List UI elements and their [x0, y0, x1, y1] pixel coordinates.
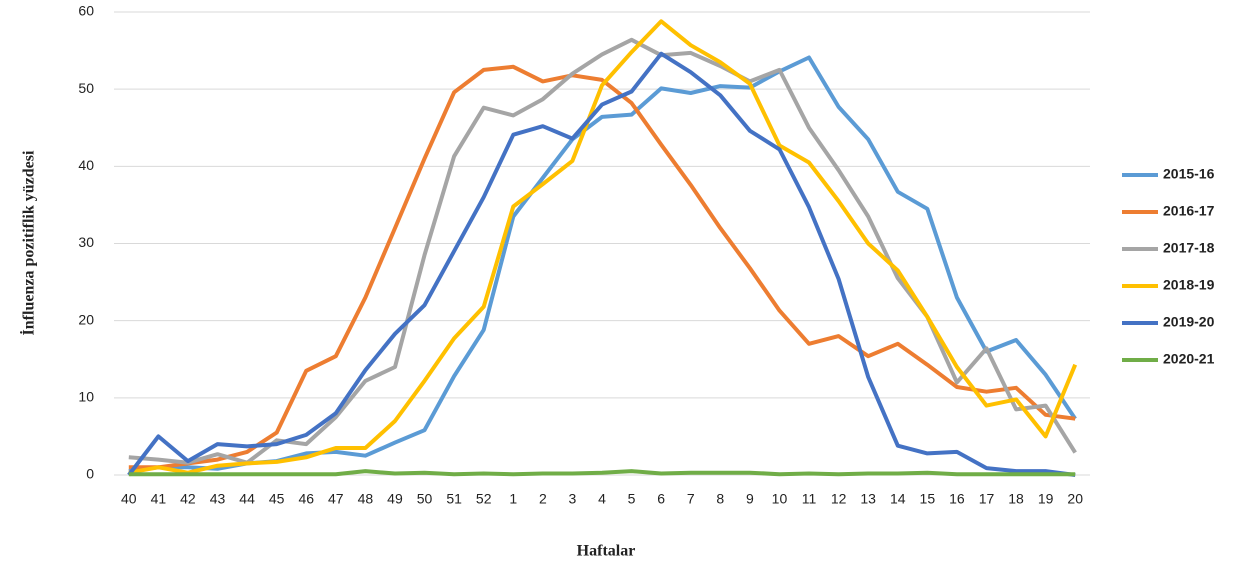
x-tick-label: 51 [446, 491, 462, 507]
legend-label: 2017-18 [1163, 240, 1215, 256]
x-tick-label: 13 [860, 491, 876, 507]
legend-label: 2019-20 [1163, 314, 1215, 330]
x-axis-label: Haftalar [577, 543, 636, 560]
x-tick-label: 15 [920, 491, 936, 507]
x-tick-label: 19 [1038, 491, 1054, 507]
x-tick-label: 41 [151, 491, 167, 507]
x-tick-label: 17 [979, 491, 995, 507]
x-tick-label: 8 [716, 491, 724, 507]
series-line [128, 19, 1078, 475]
x-tick-label: 20 [1067, 491, 1083, 507]
x-tick-label: 12 [831, 491, 847, 507]
x-tick-label: 11 [802, 491, 817, 507]
x-tick-label: 40 [121, 491, 137, 507]
x-tick-label: 42 [180, 491, 196, 507]
x-tick-label: 16 [949, 491, 965, 507]
x-tick-label: 18 [1008, 491, 1024, 507]
legend-label: 2016-17 [1163, 203, 1215, 219]
x-tick-label: 5 [628, 491, 636, 507]
y-axis-label: İnfluenza pozitiflik yüzdesi [19, 150, 38, 335]
y-tick-label: 20 [78, 311, 94, 327]
x-tick-label: 45 [269, 491, 285, 507]
series-line [128, 469, 1076, 477]
y-tick-label: 60 [78, 3, 94, 19]
x-tick-label: 2 [539, 491, 547, 507]
x-tick-label: 9 [746, 491, 754, 507]
x-tick-label: 49 [387, 491, 403, 507]
x-tick-label: 6 [657, 491, 665, 507]
x-tick-label: 46 [298, 491, 314, 507]
x-tick-label: 4 [598, 491, 606, 507]
x-tick-label: 44 [239, 491, 255, 507]
series-line [128, 64, 1076, 470]
x-tick-label: 1 [509, 491, 517, 507]
y-tick-label: 50 [78, 80, 94, 96]
x-tick-label: 50 [417, 491, 433, 507]
x-tick-label: 14 [890, 491, 906, 507]
x-tick-label: 43 [210, 491, 226, 507]
y-tick-label: 0 [86, 466, 94, 482]
x-tick-label: 48 [358, 491, 374, 507]
x-tick-label: 10 [772, 491, 788, 507]
y-tick-label: 30 [78, 234, 94, 250]
legend-label: 2018-19 [1163, 277, 1215, 293]
x-tick-label: 52 [476, 491, 492, 507]
legend-label: 2020-21 [1163, 351, 1215, 367]
legend-label: 2015-16 [1163, 166, 1215, 182]
y-tick-label: 40 [78, 157, 94, 173]
series-line [127, 51, 1076, 477]
series-line [128, 55, 1077, 474]
x-tick-label: 47 [328, 491, 344, 507]
x-tick-label: 7 [687, 491, 695, 507]
x-tick-label: 3 [569, 491, 577, 507]
y-tick-label: 10 [78, 389, 94, 405]
